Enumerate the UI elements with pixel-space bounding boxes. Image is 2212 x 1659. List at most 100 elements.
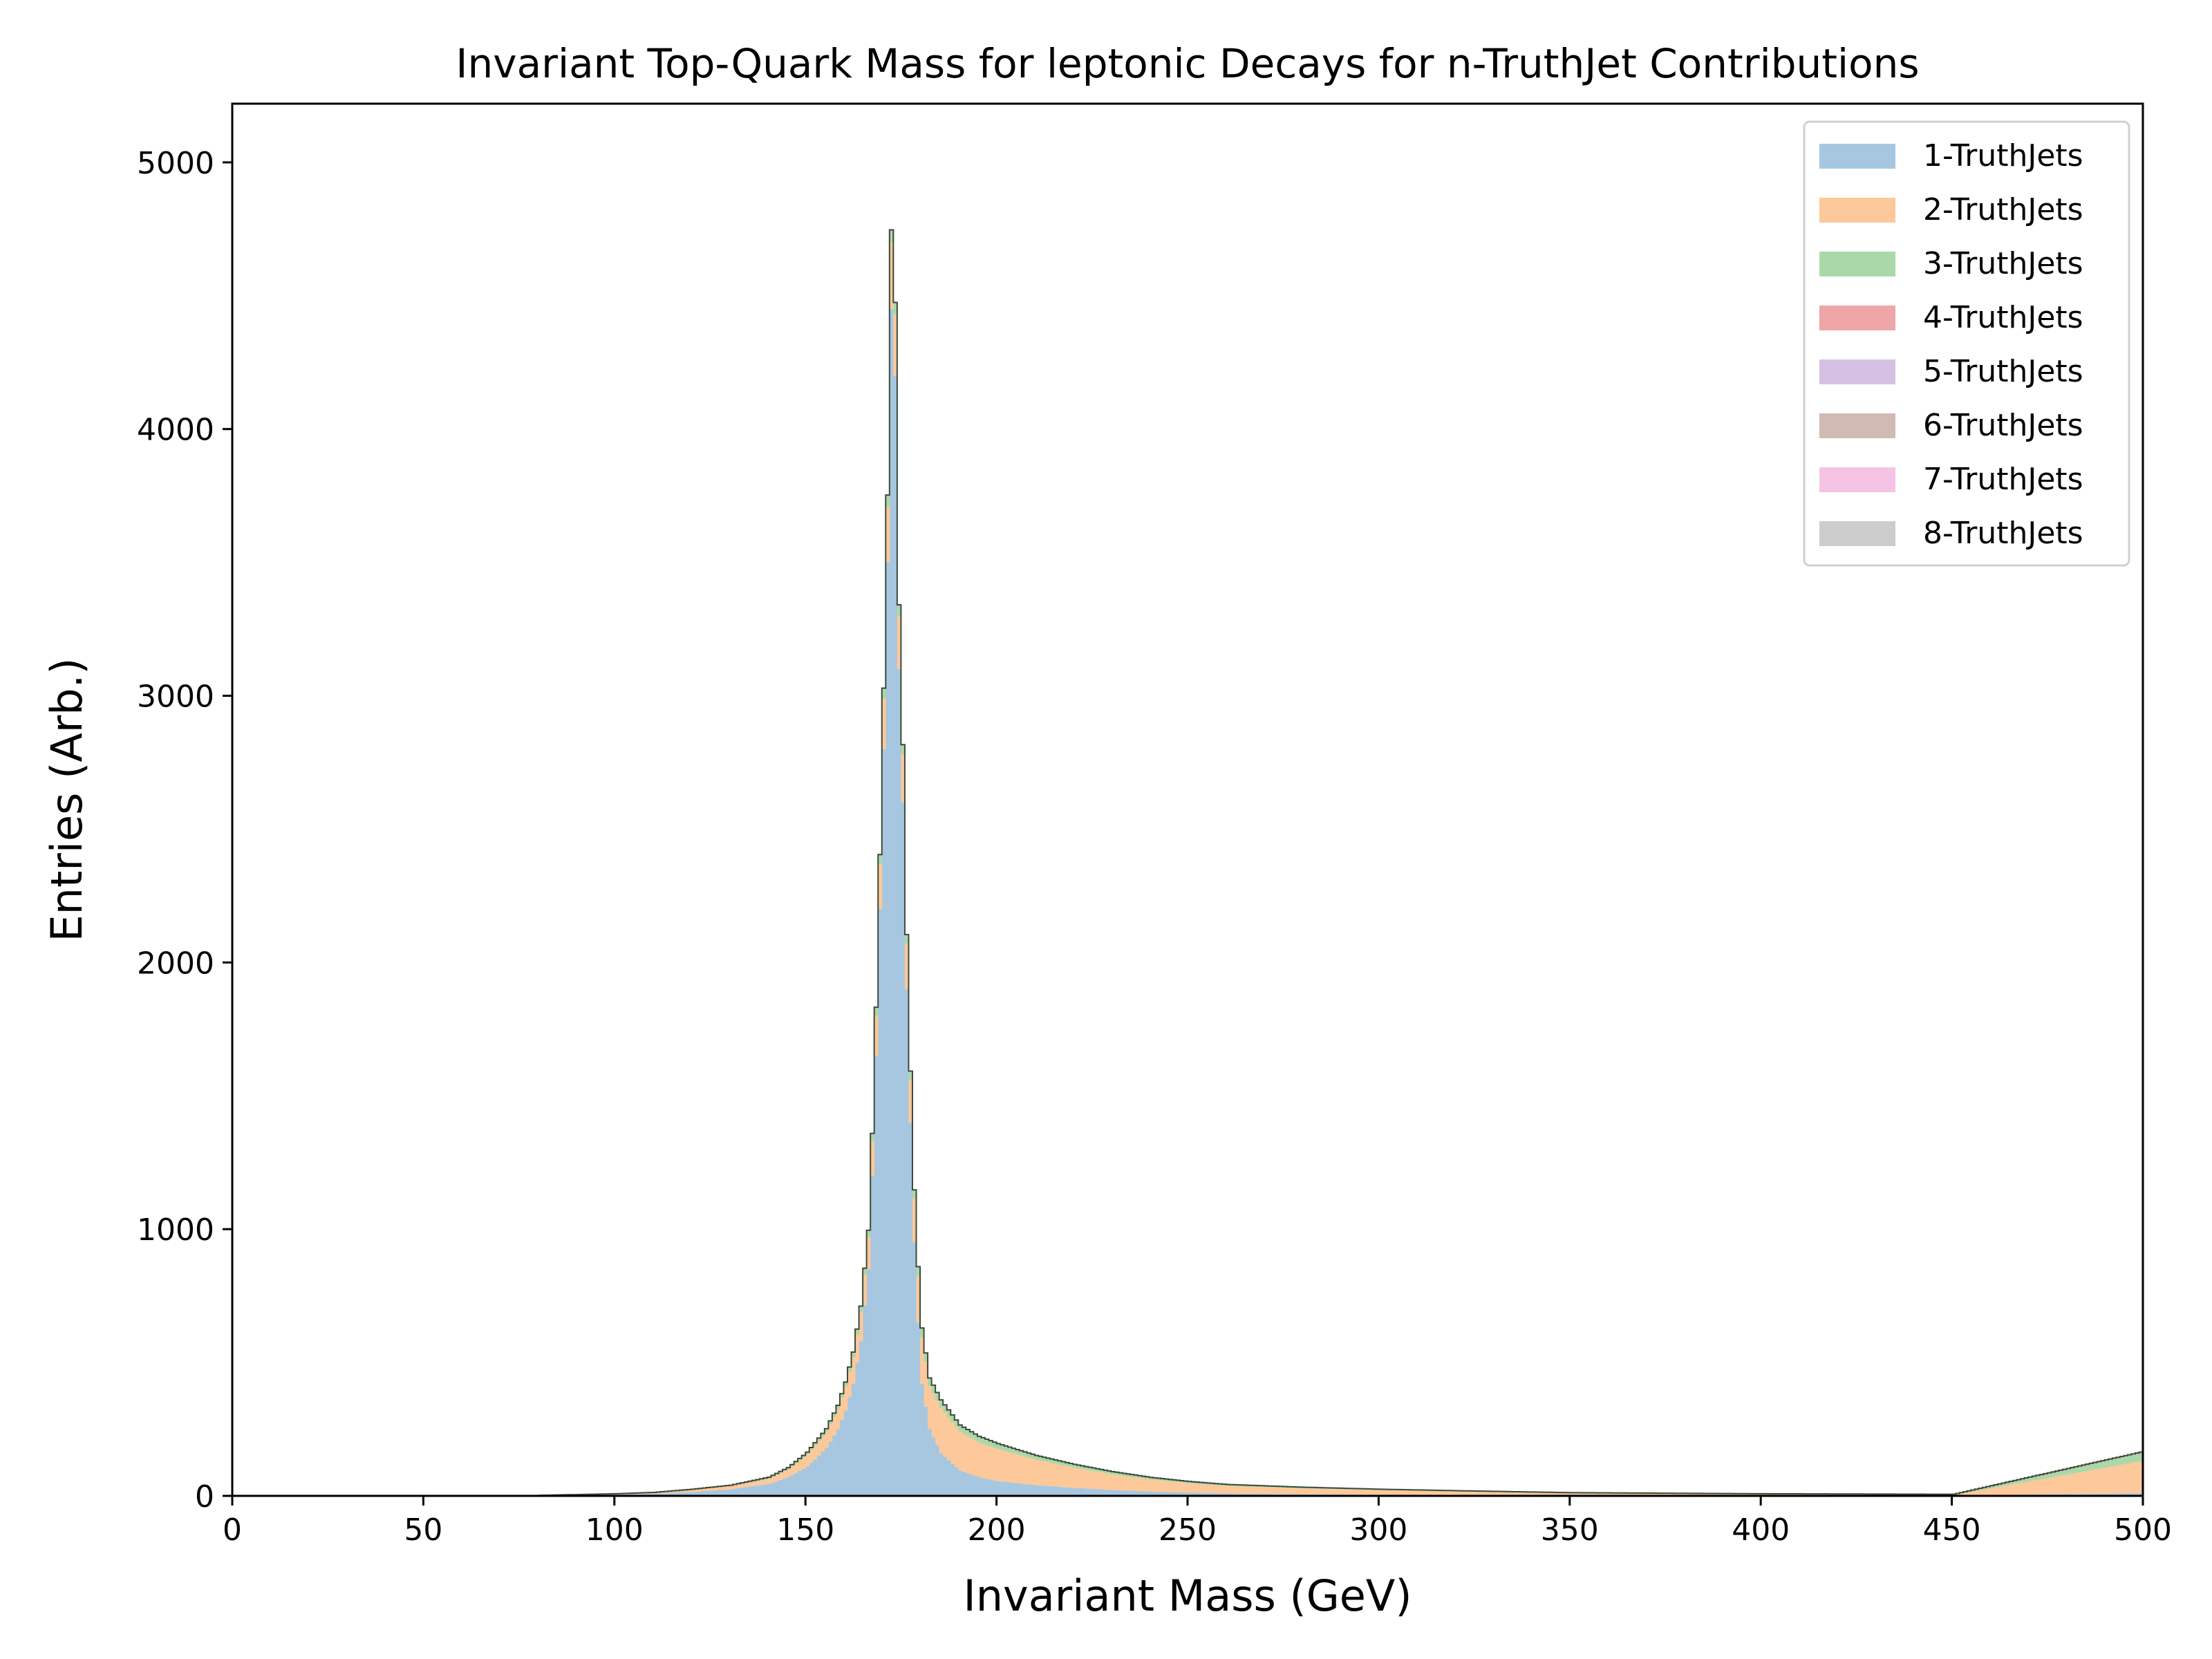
- histogram-bin: [1634, 1493, 1639, 1496]
- histogram-bin: [778, 1471, 783, 1473]
- histogram-bin: [1436, 1490, 1441, 1495]
- histogram-bin: [1038, 1461, 1043, 1485]
- histogram-bin: [1073, 1465, 1078, 1468]
- histogram-bin: [824, 1447, 829, 1496]
- histogram-bin: [1091, 1488, 1096, 1496]
- histogram-bin: [828, 1441, 833, 1496]
- histogram-bin: [2093, 1463, 2098, 1470]
- histogram-bin: [1997, 1485, 2002, 1487]
- histogram-bin: [1210, 1483, 1215, 1485]
- histogram-bin: [1584, 1493, 1589, 1496]
- histogram-bin: [756, 1481, 760, 1485]
- histogram-bin: [828, 1421, 833, 1425]
- histogram-bin: [683, 1492, 688, 1496]
- histogram-bin: [977, 1477, 982, 1496]
- histogram-bin: [1497, 1492, 1501, 1495]
- histogram-bin: [1107, 1490, 1112, 1496]
- legend-label: 5-TruthJets: [1923, 354, 2083, 389]
- histogram-bin: [805, 1454, 810, 1467]
- x-tick-label: 100: [585, 1512, 644, 1548]
- histogram-bin: [790, 1466, 795, 1475]
- histogram-bin: [1558, 1492, 1563, 1496]
- histogram-bin: [801, 1457, 806, 1469]
- histogram-bin: [1210, 1493, 1215, 1496]
- histogram-bin: [1114, 1474, 1119, 1490]
- histogram-bin: [1034, 1485, 1039, 1496]
- histogram-bin: [1248, 1486, 1253, 1494]
- histogram-bin: [736, 1484, 741, 1488]
- histogram-bin: [805, 1466, 810, 1496]
- histogram-bin: [1493, 1492, 1498, 1495]
- histogram-bin: [774, 1473, 779, 1475]
- histogram-bin: [2093, 1493, 2098, 1496]
- histogram-bin: [1069, 1488, 1074, 1496]
- histogram-bin: [2104, 1493, 2109, 1496]
- histogram-bin: [851, 1383, 856, 1496]
- histogram-bin: [1195, 1483, 1199, 1493]
- histogram-bin: [2074, 1472, 2079, 1494]
- histogram-bin: [1058, 1464, 1062, 1487]
- histogram-bin: [1000, 1445, 1005, 1451]
- histogram-bin: [908, 1080, 913, 1123]
- histogram-bin: [2135, 1493, 2139, 1496]
- histogram-bin: [1195, 1482, 1199, 1484]
- histogram-bin: [981, 1443, 986, 1479]
- histogram-bin: [969, 1432, 974, 1438]
- histogram-bin: [1627, 1493, 1631, 1496]
- histogram-bin: [1114, 1472, 1119, 1475]
- histogram-bin: [771, 1475, 776, 1477]
- histogram-bin: [1141, 1491, 1146, 1496]
- histogram-bin: [794, 1472, 798, 1496]
- histogram-bin: [1631, 1493, 1635, 1496]
- histogram-bin: [1524, 1492, 1528, 1496]
- histogram-bin: [836, 1409, 841, 1430]
- legend-swatch: [1819, 252, 1895, 276]
- histogram-bin: [1088, 1488, 1093, 1496]
- histogram-bin: [1550, 1492, 1555, 1496]
- histogram-bin: [1451, 1491, 1456, 1495]
- histogram-bin: [2124, 1463, 2128, 1494]
- histogram-bin: [1145, 1477, 1150, 1479]
- histogram-bin: [885, 495, 890, 496]
- histogram-bin: [928, 1429, 932, 1496]
- legend: 1-TruthJets 2-TruthJets 3-TruthJets 4-Truth…: [1803, 120, 2130, 567]
- histogram-bin: [763, 1484, 768, 1496]
- histogram-bin: [744, 1487, 749, 1496]
- histogram-bin: [1061, 1462, 1066, 1466]
- histogram-bin: [2139, 1493, 2144, 1496]
- histogram-bin: [1164, 1481, 1169, 1492]
- histogram-bin: [1596, 1493, 1601, 1496]
- legend-swatch: [1819, 198, 1895, 223]
- histogram-bin: [1638, 1493, 1643, 1496]
- histogram-bin: [863, 1274, 868, 1306]
- histogram-bin: [1176, 1480, 1181, 1483]
- histogram-bin: [778, 1472, 783, 1480]
- histogram-bin: [1203, 1483, 1208, 1485]
- histogram-bin: [1501, 1492, 1506, 1495]
- histogram-bin: [863, 1269, 868, 1275]
- histogram-bin: [1084, 1488, 1089, 1496]
- histogram-bin: [816, 1441, 821, 1456]
- histogram-bin: [740, 1488, 745, 1496]
- histogram-bin: [1546, 1492, 1551, 1496]
- histogram-bin: [2081, 1471, 2086, 1494]
- histogram-bin: [1566, 1493, 1571, 1496]
- histogram-bin: [2054, 1476, 2059, 1494]
- histogram-bin: [1531, 1492, 1536, 1496]
- histogram-bin: [2119, 1493, 2124, 1496]
- histogram-bin: [2024, 1481, 2029, 1495]
- histogram-bin: [1443, 1491, 1448, 1495]
- histogram-bin: [1011, 1483, 1016, 1496]
- histogram-bin: [1218, 1493, 1223, 1496]
- histogram-bin: [653, 1493, 657, 1496]
- histogram-bin: [1141, 1477, 1146, 1479]
- histogram-bin: [1619, 1493, 1624, 1496]
- histogram-bin: [2054, 1472, 2059, 1477]
- histogram-bin: [1676, 1494, 1681, 1496]
- histogram-bin: [1986, 1488, 1991, 1495]
- histogram-bin: [1099, 1472, 1104, 1490]
- histogram-bin: [1023, 1483, 1028, 1496]
- histogram-bin: [1103, 1473, 1108, 1490]
- histogram-bin: [1038, 1456, 1043, 1461]
- histogram-bin: [1348, 1489, 1353, 1495]
